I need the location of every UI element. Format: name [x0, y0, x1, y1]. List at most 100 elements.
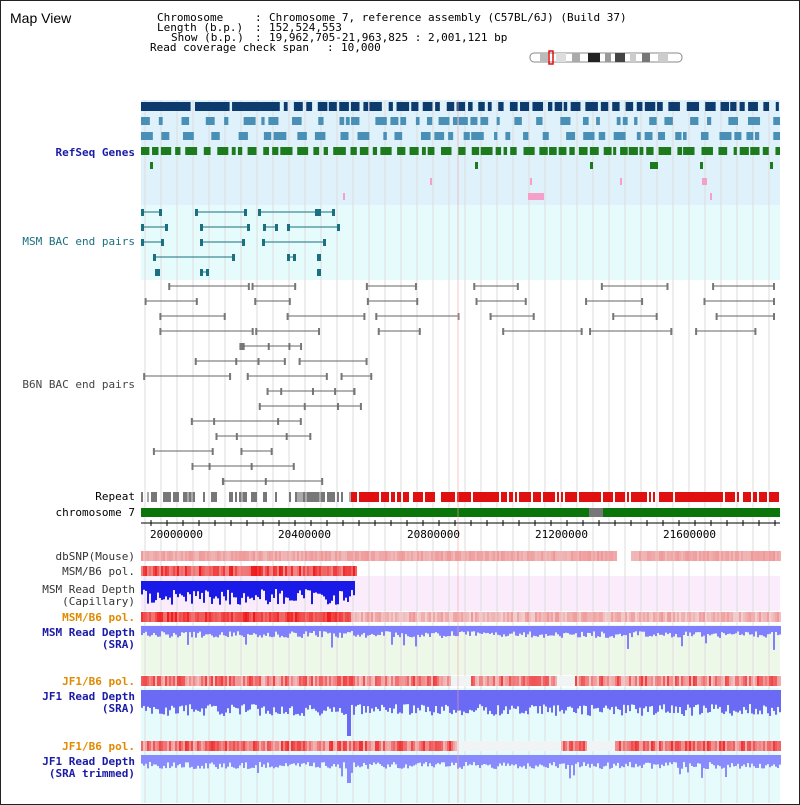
depth-bar [623, 755, 625, 768]
depth-bar [417, 626, 419, 635]
heat-cell [475, 551, 477, 561]
track-label-refseq[interactable]: RefSeq Genes [55, 146, 135, 159]
heat-cell [281, 612, 283, 622]
gene-feature [509, 102, 518, 111]
depth-bar [757, 755, 759, 768]
heat-cell [427, 741, 429, 751]
heat-cell [591, 612, 593, 622]
track-label-dbsnp[interactable]: dbSNP(Mouse) [55, 550, 135, 563]
heat-cell [515, 741, 517, 751]
track-label-msm-pol-1[interactable]: MSM/B6 pol. [62, 565, 135, 578]
heat-cell [163, 612, 165, 622]
depth-bar [665, 626, 667, 633]
heat-cell [451, 676, 453, 686]
heat-cell [655, 612, 657, 622]
track-label-msm-pol-2[interactable]: MSM/B6 pol. [62, 611, 135, 624]
heat-cell [597, 551, 599, 561]
depth-bar [335, 581, 337, 605]
heat-cell [263, 612, 265, 622]
heat-cell [281, 676, 283, 686]
track-label-jf1-trim[interactable]: JF1 Read Depth [42, 755, 135, 768]
heat-cell [187, 551, 189, 561]
track-label-msm-depth-cap[interactable]: MSM Read Depth [42, 583, 135, 596]
depth-bar [543, 690, 545, 705]
depth-bar [339, 581, 341, 592]
heat-cell [213, 612, 215, 622]
polymorphism-heat-tracks[interactable] [141, 551, 781, 751]
track-label-jf1-pol-2[interactable]: JF1/B6 pol. [62, 740, 135, 753]
repeat-element [459, 492, 461, 502]
gene-feature [530, 178, 532, 185]
depth-bar [257, 755, 259, 773]
repeat-element [653, 492, 655, 502]
track-label-jf1-pol-1[interactable]: JF1/B6 pol. [62, 675, 135, 688]
bac-end [589, 328, 592, 335]
track-label-chromosome[interactable]: chromosome 7 [55, 506, 135, 519]
gene-feature [487, 102, 492, 111]
heat-cell [209, 566, 211, 576]
heat-cell [199, 676, 201, 686]
heat-cell [525, 551, 527, 561]
depth-bar [653, 690, 655, 715]
depth-bar [521, 626, 523, 635]
depth-bar [391, 755, 393, 765]
b6n-bac-track[interactable] [143, 283, 775, 485]
heat-cell [293, 566, 295, 576]
heat-cell [225, 612, 227, 622]
repeat-element [445, 492, 447, 502]
heat-cell [585, 551, 587, 561]
read-depth-tracks[interactable] [141, 581, 781, 783]
depth-bar [683, 690, 685, 716]
depth-bar [323, 581, 325, 597]
track-label-msm-bac[interactable]: MSM BAC end pairs [22, 235, 135, 248]
heat-cell [621, 741, 623, 751]
heat-cell [427, 612, 429, 622]
depth-bar [261, 690, 263, 708]
gene-feature [730, 102, 737, 111]
heat-cell [269, 551, 271, 561]
heat-cell [173, 741, 175, 751]
heat-cell [645, 741, 647, 751]
depth-bar [319, 626, 321, 632]
heat-cell [329, 676, 331, 686]
heat-cell [201, 566, 203, 576]
repeat-track[interactable] [141, 492, 779, 502]
heat-cell [255, 612, 257, 622]
depth-bar [559, 690, 561, 712]
heat-cell [765, 551, 767, 561]
depth-bar [229, 755, 231, 763]
depth-bar [311, 626, 313, 634]
axis-tick-label: 21600000 [663, 528, 716, 541]
heat-cell [433, 676, 435, 686]
track-label-jf1-depth[interactable]: JF1 Read Depth [42, 690, 135, 703]
gene-feature [549, 147, 557, 155]
depth-bar [377, 626, 379, 635]
gene-feature [293, 102, 303, 111]
track-label-b6n-bac[interactable]: B6N BAC end pairs [22, 378, 135, 391]
heat-cell [481, 741, 483, 751]
repeat-element [669, 492, 671, 502]
heat-cell [411, 612, 413, 622]
gene-feature [675, 132, 682, 140]
track-label-repeat[interactable]: Repeat [95, 490, 135, 503]
bac-end [165, 224, 168, 231]
heat-cell [661, 676, 663, 686]
depth-bar [461, 755, 463, 769]
bac-end [318, 254, 321, 261]
heat-cell [419, 551, 421, 561]
chromosome-track[interactable] [141, 508, 780, 517]
chromosome-ideogram[interactable] [529, 50, 683, 65]
heat-cell [703, 551, 705, 561]
refseq-track[interactable] [141, 102, 780, 200]
track-label-msm-depth-sra[interactable]: MSM Read Depth [42, 626, 135, 639]
heat-cell [247, 676, 249, 686]
heat-cell [669, 676, 671, 686]
depth-bar [727, 690, 729, 706]
heat-cell [291, 551, 293, 561]
heat-cell [523, 551, 525, 561]
msm-bac-track[interactable] [141, 209, 340, 276]
depth-bar [501, 690, 503, 714]
depth-bar [541, 626, 543, 635]
depth-bar [547, 626, 549, 636]
